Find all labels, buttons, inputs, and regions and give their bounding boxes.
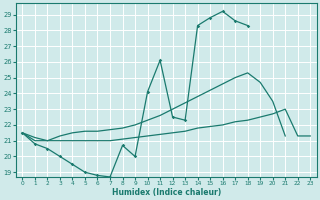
X-axis label: Humidex (Indice chaleur): Humidex (Indice chaleur) [112,188,221,197]
